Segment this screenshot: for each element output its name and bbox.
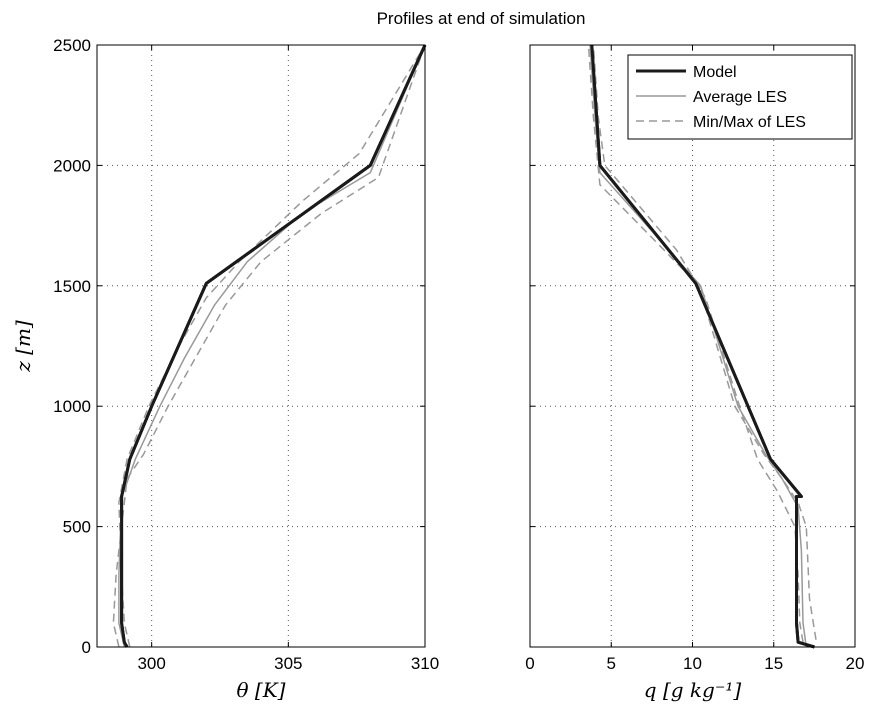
x-tick-label: 20 [846,654,865,673]
x-tick-label: 10 [683,654,702,673]
y-tick-label: 0 [82,638,91,657]
series-line-minmax [592,44,804,643]
y-axis-label: z [m] [11,320,35,373]
y-tick-label: 2500 [53,36,91,55]
y-tick-label: 1000 [53,397,91,416]
legend-label: Average LES [693,89,787,106]
series-line-minmax [112,44,426,648]
x-tick-label: 5 [607,654,616,673]
x-tick-label: 300 [137,654,165,673]
series-line-minmax [118,44,426,648]
legend-label: Model [693,64,737,81]
x-tick-label: 0 [525,654,534,673]
legend: Model Average LES Min/Max of LES [627,54,853,140]
x-tick-label: 310 [411,654,439,673]
theta-profile-panel: 300 305 310 0 500 1000 1500 2000 2500 θ [K] z [m] [11,36,439,702]
x-axis-label: θ [K] [237,678,286,702]
legend-box [627,54,853,140]
series-line-model [120,44,427,648]
y-tick-label: 2000 [53,156,91,175]
series-line-model-top [120,44,427,648]
series-line-model-top [590,44,815,649]
axes-frame [96,44,426,648]
x-tick-label: 305 [274,654,302,673]
legend-label: Min/Max of LES [693,114,806,131]
figure-title: Profiles at end of simulation [377,9,586,28]
x-tick-label: 15 [764,654,783,673]
series-line-minmax [587,44,817,640]
y-tick-label: 1500 [53,277,91,296]
series-line-avg [118,44,426,648]
humidity-profile-panel: 0 5 10 15 20 q [g kg⁻¹] [525,44,865,702]
y-tick-label: 500 [63,518,91,537]
x-axis-label: q [g kg⁻¹] [644,678,742,702]
